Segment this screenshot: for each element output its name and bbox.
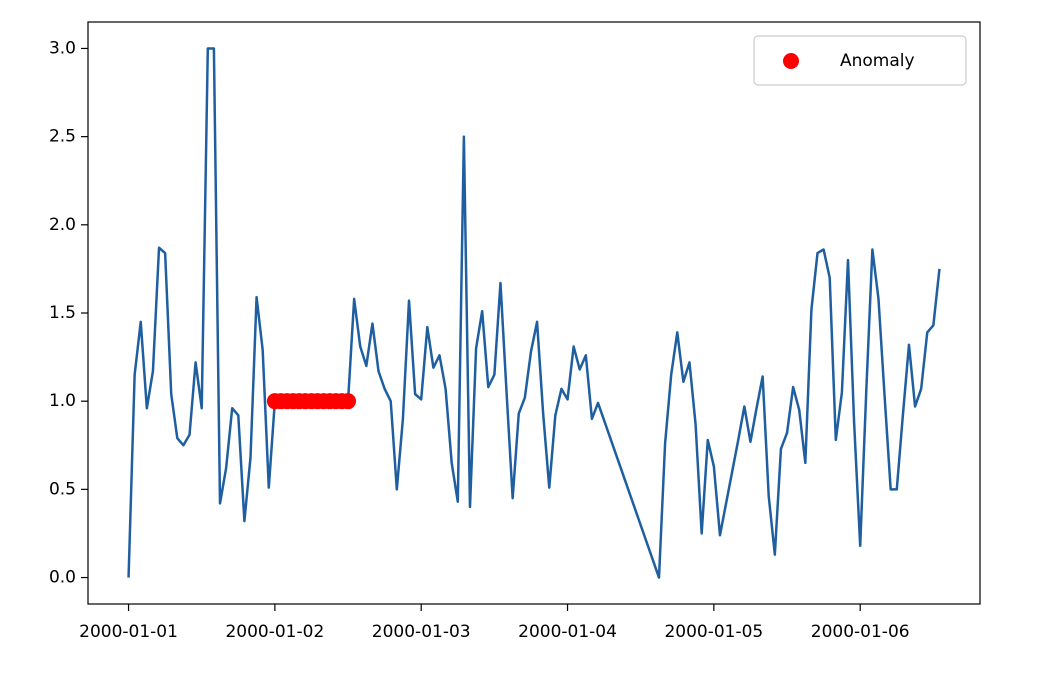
x-tick-label: 2000-01-06: [811, 622, 910, 642]
legend-label: Anomaly: [840, 51, 915, 71]
y-tick-label: 2.5: [49, 127, 76, 147]
y-tick-label: 1.0: [49, 391, 76, 411]
x-tick-label: 2000-01-05: [664, 622, 763, 642]
x-tick-label: 2000-01-03: [372, 622, 471, 642]
y-tick-label: 0.5: [49, 479, 76, 499]
axes-frame: [87, 21, 981, 605]
x-tick-label: 2000-01-02: [225, 622, 324, 642]
x-tick-label: 2000-01-04: [518, 622, 617, 642]
y-tick-label: 3.0: [49, 38, 76, 58]
y-tick-label: 2.0: [49, 215, 76, 235]
legend: Anomaly: [753, 35, 967, 86]
anomaly-point: [340, 393, 357, 410]
x-tick-label: 2000-01-01: [79, 622, 178, 642]
y-tick-label: 0.0: [49, 568, 76, 588]
data-line: [127, 47, 941, 579]
y-tick-label: 1.5: [49, 303, 76, 323]
legend-marker: [783, 53, 799, 69]
legend-box: [753, 35, 967, 86]
